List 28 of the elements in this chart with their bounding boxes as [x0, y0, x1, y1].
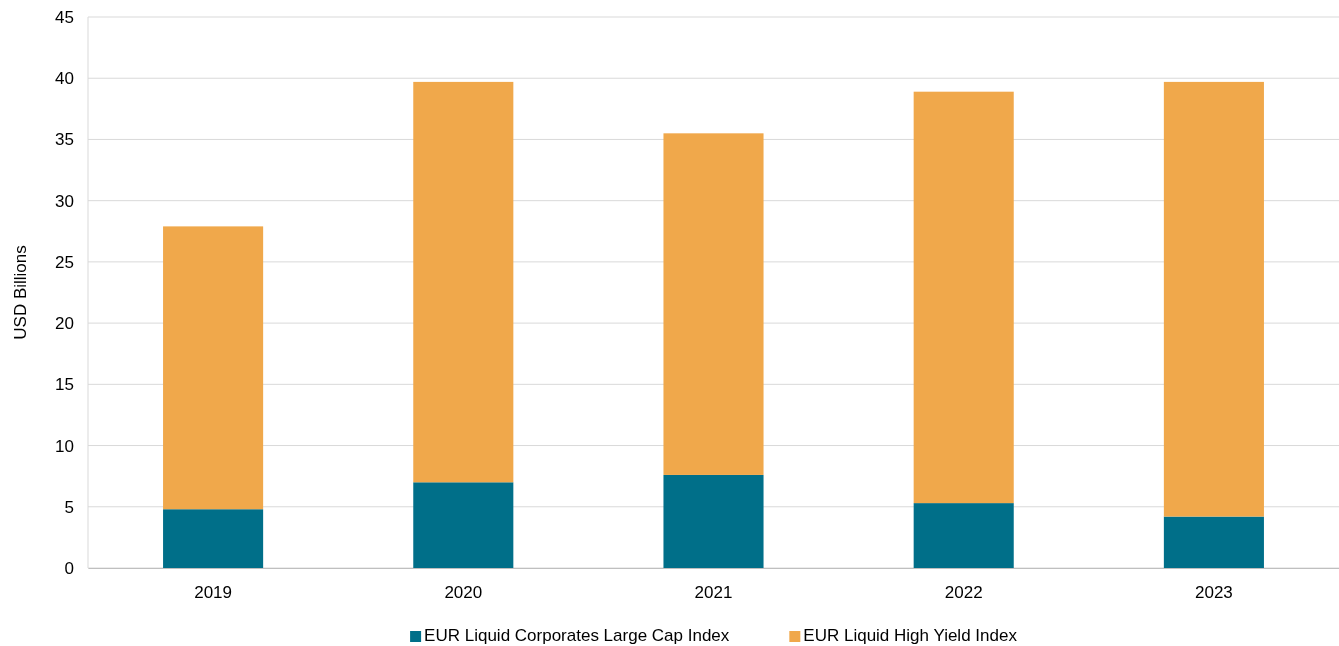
- x-tick-label: 2019: [194, 583, 233, 603]
- y-axis-title: USD Billions: [11, 245, 30, 340]
- bar: [413, 482, 514, 568]
- bar: [1163, 516, 1264, 568]
- y-tick-label: 25: [55, 252, 74, 272]
- bar: [913, 503, 1014, 568]
- legend-label: EUR Liquid High Yield Index: [803, 626, 1018, 645]
- bar: [1163, 81, 1264, 517]
- bar: [413, 81, 514, 483]
- bar: [913, 91, 1014, 504]
- x-tick-label: 2020: [444, 583, 483, 603]
- y-tick-label: 35: [55, 130, 74, 150]
- y-tick-label: 5: [64, 497, 74, 517]
- y-tick-label: 45: [55, 7, 74, 27]
- bar: [663, 133, 764, 475]
- y-tick-label: 20: [55, 314, 74, 334]
- x-tick-label: 2021: [694, 583, 733, 603]
- y-tick-label: 10: [55, 436, 74, 456]
- y-tick-label: 30: [55, 191, 74, 211]
- y-tick-label: 40: [55, 69, 74, 89]
- bar: [163, 226, 264, 510]
- y-tick-label: 15: [55, 375, 74, 395]
- bar: [163, 509, 264, 568]
- y-tick-label: 0: [64, 558, 74, 578]
- bar: [663, 474, 764, 568]
- x-tick-label: 2023: [1194, 583, 1233, 603]
- x-tick-label: 2022: [944, 583, 983, 603]
- legend-label: EUR Liquid Corporates Large Cap Index: [424, 626, 730, 645]
